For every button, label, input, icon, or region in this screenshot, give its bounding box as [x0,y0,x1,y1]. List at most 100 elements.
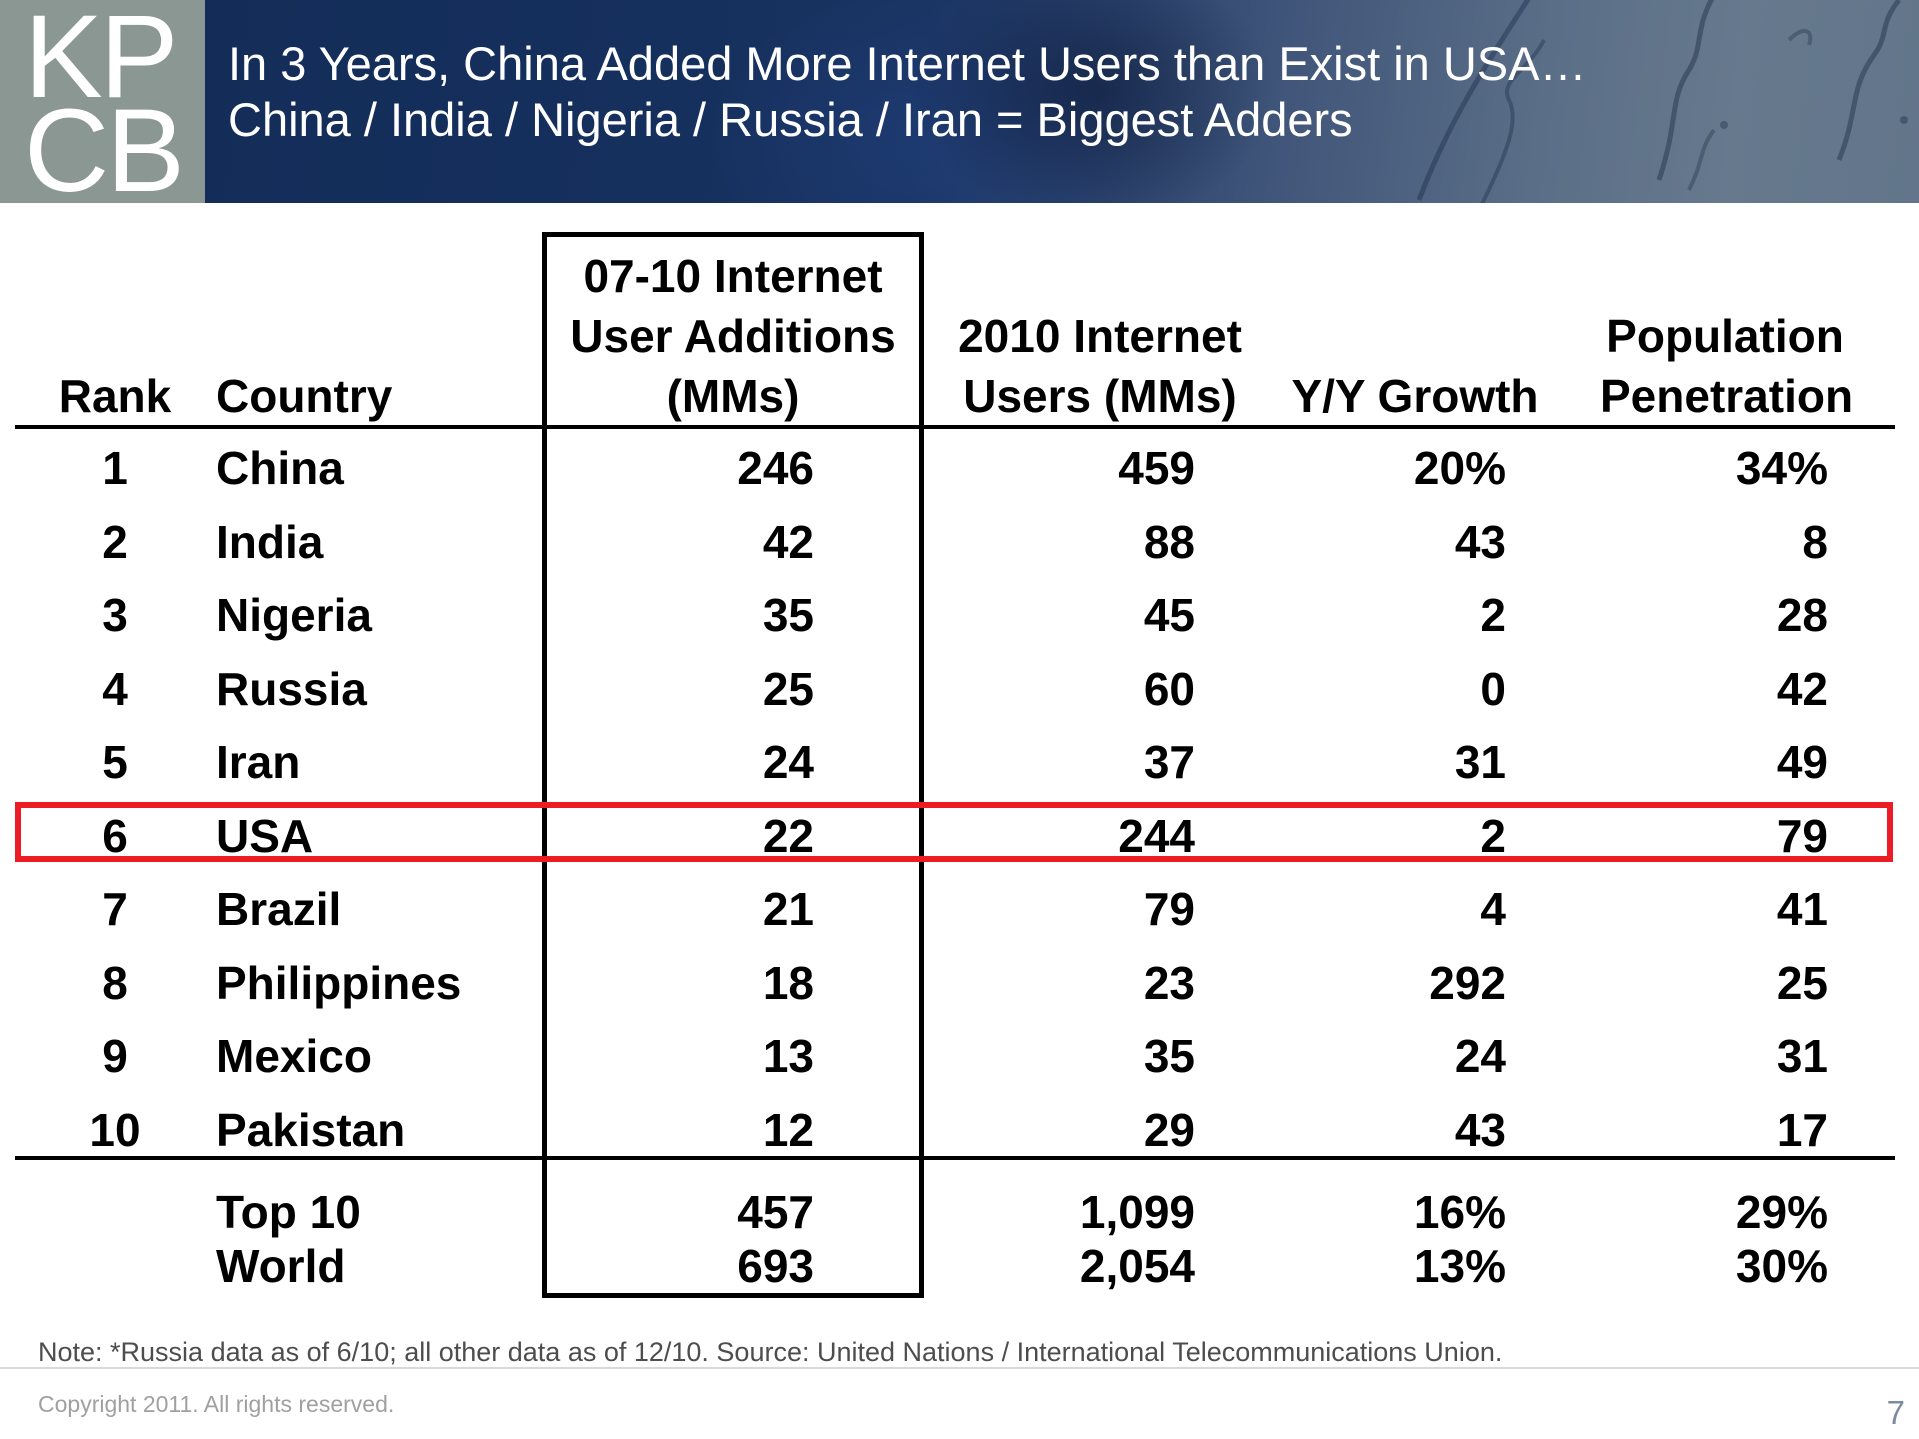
additions-value: 12 [762,1104,814,1156]
column-header-growth: Y/Y Growth [1291,370,1539,422]
additions-value: 13 [762,1030,814,1082]
rank-value: 1 [102,442,128,494]
users-value: 29 [1143,1104,1195,1156]
country-value: China [216,442,344,494]
growth-value: 13% [1413,1240,1506,1292]
penetration-value: 34% [1735,442,1828,494]
users-value: 88 [1143,516,1195,568]
users-value: 23 [1143,957,1195,1009]
additions-value: 21 [762,883,814,935]
rank-value: 10 [89,1104,141,1156]
additions-value: 18 [762,957,814,1009]
footnote: Note: *Russia data as of 6/10; all other… [38,1337,1503,1367]
page-number: 7 [1886,1394,1905,1431]
additions-value: 246 [737,442,814,494]
penetration-value: 8 [1802,516,1828,568]
penetration-value: 25 [1776,957,1828,1009]
penetration-value: 31 [1776,1030,1828,1082]
table-row-top10: Top 10 457 1,099 16% 29% [0,1186,1919,1238]
column-header-users-line1: 2010 Internet [958,310,1242,362]
column-header-rank: Rank [58,370,172,422]
growth-value: 2 [1480,589,1506,641]
kpcb-logo-line2: CB [24,85,185,217]
users-value: 459 [1118,442,1195,494]
column-header-country: Country [216,370,393,422]
users-value: 37 [1143,736,1195,788]
growth-value: 0 [1480,663,1506,715]
slide-title: In 3 Years, China Added More Internet Us… [228,36,1587,148]
copyright-text: Copyright 2011. All rights reserved. [38,1391,395,1417]
table-row-philippines: 8 Philippines 18 23 292 25 [0,957,1919,1009]
country-value: Iran [216,736,301,788]
column-header-additions-line2: User Additions [570,310,896,362]
growth-value: 43 [1454,1104,1506,1156]
penetration-value: 30% [1735,1240,1828,1292]
header-rule-line [15,425,1895,429]
kpcb-logo: KP CB [0,0,205,217]
additions-value: 24 [762,736,814,788]
header-background-art [1416,0,1908,203]
growth-value: 20% [1413,442,1506,494]
kpcb-logo-line1: KP [24,0,178,123]
country-value: Nigeria [216,589,372,641]
rank-value: 7 [102,883,128,935]
rank-value: 6 [102,810,128,862]
rank-value: 8 [102,957,128,1009]
table-row-pakistan: 10 Pakistan 12 29 43 17 [0,1104,1919,1156]
growth-value: 24 [1454,1030,1506,1082]
growth-value: 292 [1429,957,1506,1009]
table-row-usa: 6 USA 22 244 2 79 [0,810,1919,862]
users-value: 79 [1143,883,1195,935]
additions-value: 35 [762,589,814,641]
country-value: India [216,516,324,568]
table-row-iran: 5 Iran 24 37 31 49 [0,736,1919,788]
additions-value: 693 [737,1240,814,1292]
rank-value: 3 [102,589,128,641]
rank-value: 4 [102,663,128,715]
table-row-russia: 4 Russia 25 60 0 42 [0,663,1919,715]
table-row-nigeria: 3 Nigeria 35 45 2 28 [0,589,1919,641]
growth-value: 16% [1413,1186,1506,1238]
country-value: Philippines [216,957,462,1009]
summary-label: World [216,1240,346,1292]
users-value: 1,099 [1079,1186,1195,1238]
users-value: 35 [1143,1030,1195,1082]
additions-value: 457 [737,1186,814,1238]
rank-value: 9 [102,1030,128,1082]
rank-value: 5 [102,736,128,788]
column-header-penetration-line1: Population [1606,310,1844,362]
column-header-users-line2: Users (MMs) [963,370,1237,422]
column-header-penetration-line2: Penetration [1600,370,1854,422]
footer-divider-line [0,1367,1919,1369]
header-banner: KP CB In 3 Years, China Added More Inter… [0,0,1919,217]
table-row-mexico: 9 Mexico 13 35 24 31 [0,1030,1919,1082]
users-value: 2,054 [1079,1240,1195,1292]
users-value: 60 [1143,663,1195,715]
country-value: Russia [216,663,367,715]
additions-value: 42 [762,516,814,568]
usa-highlight-box [15,802,1893,862]
country-value: USA [216,810,314,862]
additions-column-box [542,232,924,1298]
slide-title-line1: In 3 Years, China Added More Internet Us… [228,37,1587,90]
additions-value: 25 [762,663,814,715]
summary-separator-line [15,1156,1895,1160]
summary-label: Top 10 [216,1186,361,1238]
growth-value: 31 [1454,736,1506,788]
penetration-value: 29% [1735,1186,1828,1238]
rank-value: 2 [102,516,128,568]
table-row-brazil: 7 Brazil 21 79 4 41 [0,883,1919,935]
growth-value: 43 [1454,516,1506,568]
column-header-additions-line1: 07-10 Internet [583,250,883,302]
users-value: 244 [1118,810,1195,862]
growth-value: 4 [1480,883,1506,935]
slide-title-line2: China / India / Nigeria / Russia / Iran … [228,93,1353,146]
table-row-world: World 693 2,054 13% 30% [0,1240,1919,1292]
penetration-value: 42 [1776,663,1828,715]
country-value: Brazil [216,883,342,935]
penetration-value: 41 [1776,883,1828,935]
growth-value: 2 [1480,810,1506,862]
country-value: Pakistan [216,1104,406,1156]
users-value: 45 [1143,589,1195,641]
